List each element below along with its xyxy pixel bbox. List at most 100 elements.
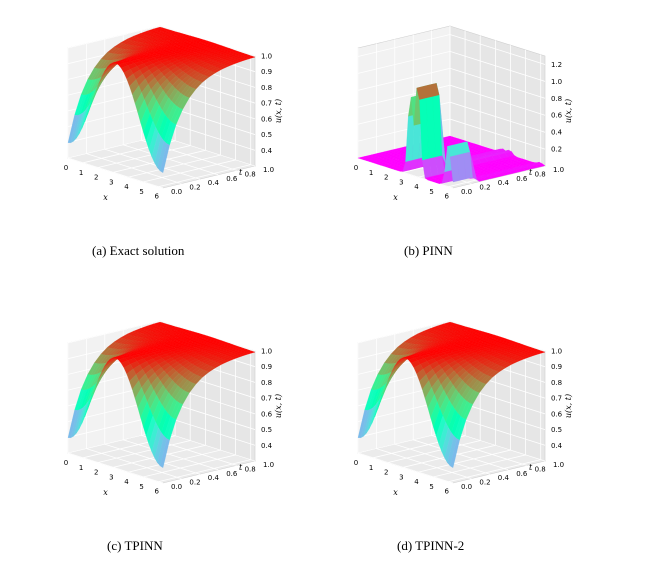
grid-line — [357, 320, 546, 352]
z-tick-label: 0.8 — [551, 379, 562, 387]
surface-plot-b: 0 1 2 3 4 5 6 x 0.0 0.2 0.4 0.6 0.8 1.0 t 0.2 0.4 0.6 0.8 1… — [354, 25, 573, 202]
x-tick-label: 6 — [444, 193, 449, 201]
x-tick-label: 5 — [139, 188, 143, 196]
surface — [67, 321, 256, 468]
surface — [67, 26, 256, 173]
grid-line — [376, 338, 472, 479]
plot-tpinn-2: 0 1 2 3 4 5 6 x 0.0 0.2 0.4 0.6 0.8 1.0 t 0.4 0.5 0.6 0.7 0… — [330, 315, 630, 525]
t-tick-label: 1.0 — [553, 166, 564, 174]
z-tick-label: 1.0 — [261, 348, 272, 356]
grid-line — [357, 118, 546, 150]
plot-tpinn: 0 1 2 3 4 5 6 x 0.0 0.2 0.4 0.6 0.8 1.0 t 0.4 0.5 0.6 0.7 0… — [40, 315, 340, 525]
z-tick-label: 0.6 — [551, 112, 563, 120]
z-tick-label: 0.7 — [261, 395, 272, 403]
z-tick-label: 1.0 — [551, 348, 562, 356]
surface-patch — [450, 438, 460, 468]
x-tick-label: 5 — [139, 483, 143, 491]
grid-line — [67, 25, 256, 57]
z-axis-label: u(x, t) — [564, 394, 573, 418]
z-axis-label: u(x, t) — [274, 394, 283, 418]
x-tick-label: 0 — [354, 459, 358, 467]
surface — [357, 321, 546, 468]
caption-pinn: (b) PINN — [404, 243, 453, 258]
x-tick-label: 2 — [384, 469, 388, 477]
z-tick-label: 0.7 — [551, 395, 562, 403]
grid-line — [67, 320, 256, 352]
surface-plot-d: 0 1 2 3 4 5 6 x 0.0 0.2 0.4 0.6 0.8 1.0 t 0.4 0.5 0.6 0.7 0… — [354, 320, 573, 497]
surface-patch — [160, 143, 170, 173]
x-tick-label: 2 — [94, 469, 98, 477]
t-axis-label: t — [529, 168, 533, 177]
z-tick-label: 1.2 — [551, 61, 562, 69]
x-tick-label: 2 — [94, 174, 98, 182]
z-axis-label: u(x, t) — [564, 99, 573, 123]
z-tick-label: 0.8 — [551, 95, 562, 103]
z-tick-label: 0.2 — [551, 146, 562, 154]
t-tick-label: 0.6 — [226, 470, 238, 478]
z-tick-label: 0.9 — [551, 363, 562, 371]
z-tick-label: 0.5 — [261, 131, 272, 139]
t-axis-label: t — [239, 168, 243, 177]
x-tick-label: 1 — [369, 464, 373, 472]
x-tick-label: 5 — [429, 188, 433, 196]
t-tick-label: 1.0 — [263, 166, 274, 174]
z-tick-label: 0.6 — [261, 115, 273, 123]
plot-exact-solution: 0 1 2 3 4 5 6 x 0.0 0.2 0.4 0.6 0.8 1.0 t 0.4 0.5 0.6 0.7 0… — [40, 20, 340, 230]
surface — [357, 83, 546, 184]
t-tick-label: 1.0 — [263, 461, 274, 469]
x-tick-label: 6 — [154, 488, 159, 496]
z-tick-label: 0.4 — [261, 147, 273, 155]
t-tick-label: 0.2 — [189, 479, 200, 487]
grid-line — [357, 84, 546, 116]
t-tick-label: 0.8 — [535, 170, 546, 178]
t-tick-label: 0.0 — [461, 483, 472, 491]
x-tick-label: 0 — [354, 164, 358, 172]
grid-line — [357, 34, 546, 65]
surface-plot-a: 0 1 2 3 4 5 6 x 0.0 0.2 0.4 0.6 0.8 1.0 t 0.4 0.5 0.6 0.7 0… — [64, 25, 283, 202]
x-tick-label: 1 — [369, 169, 373, 177]
t-tick-label: 0.2 — [189, 184, 200, 192]
t-tick-label: 0.8 — [535, 465, 546, 473]
x-tick-label: 6 — [444, 488, 449, 496]
z-tick-label: 0.4 — [551, 442, 563, 450]
z-tick-label: 0.6 — [551, 410, 563, 418]
grid-line — [86, 338, 182, 479]
t-axis-label: t — [239, 463, 243, 472]
x-axis-label: x — [103, 488, 108, 497]
grid-line — [357, 67, 546, 99]
t-tick-label: 0.2 — [479, 184, 490, 192]
x-tick-label: 5 — [429, 483, 433, 491]
grid-line — [67, 343, 164, 484]
t-tick-label: 0.6 — [516, 470, 528, 478]
x-axis-label: x — [393, 193, 398, 202]
t-tick-label: 0.4 — [498, 474, 510, 482]
grid-line — [357, 343, 454, 484]
z-tick-label: 0.5 — [261, 426, 272, 434]
t-tick-label: 0.6 — [226, 175, 238, 183]
grid-line — [86, 43, 182, 184]
t-tick-label: 0.2 — [479, 479, 490, 487]
x-tick-label: 3 — [399, 178, 403, 186]
z-tick-label: 0.8 — [261, 84, 272, 92]
z-tick-label: 0.7 — [261, 100, 272, 108]
x-axis-label: x — [393, 488, 398, 497]
z-tick-label: 0.8 — [261, 379, 272, 387]
t-tick-label: 0.4 — [208, 179, 220, 187]
t-tick-label: 0.0 — [171, 188, 182, 196]
z-tick-label: 1.0 — [261, 53, 272, 61]
plot-pinn: 0 1 2 3 4 5 6 x 0.0 0.2 0.4 0.6 0.8 1.0 t 0.2 0.4 0.6 0.8 1… — [330, 20, 630, 230]
z-tick-label: 0.9 — [261, 68, 272, 76]
grid-line — [357, 50, 546, 82]
x-tick-label: 4 — [414, 183, 419, 191]
x-tick-label: 4 — [414, 478, 419, 486]
z-axis-label: u(x, t) — [274, 99, 283, 123]
t-tick-label: 0.0 — [171, 483, 182, 491]
x-tick-label: 4 — [124, 478, 129, 486]
x-tick-label: 1 — [79, 169, 83, 177]
x-tick-label: 6 — [154, 193, 159, 201]
x-tick-label: 3 — [109, 178, 113, 186]
z-tick-label: 0.4 — [261, 442, 273, 450]
x-axis-label: x — [103, 193, 108, 202]
t-tick-label: 0.8 — [245, 170, 256, 178]
caption-tpinn-2: (d) TPINN-2 — [397, 538, 465, 553]
